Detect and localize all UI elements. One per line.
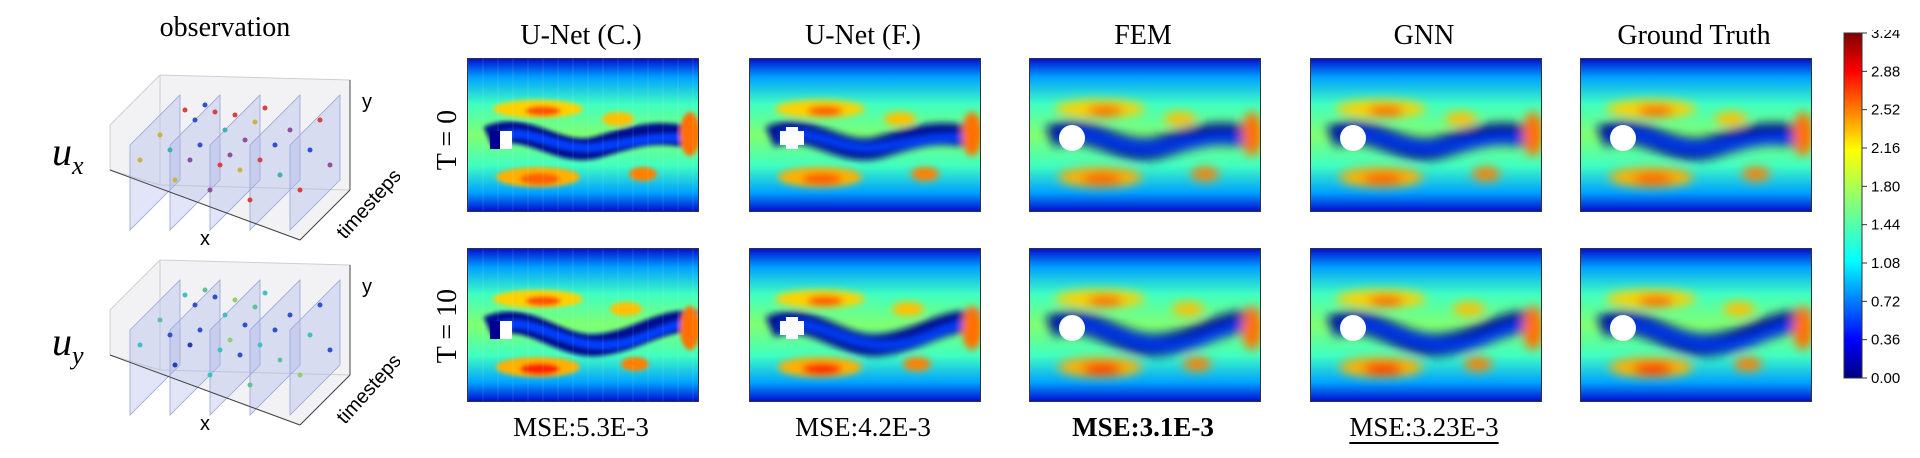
method-title-ground-truth: Ground Truth [1617, 20, 1771, 51]
axis-x-label: x [200, 413, 210, 435]
flow-field-panel [1310, 58, 1542, 212]
colorbar: 3.24 2.88 2.52 2.16 1.80 1.44 1.08 0.72 0.36 0.00 [1843, 30, 1900, 387]
colorbar-ticks: 3.24 2.88 2.52 2.16 1.80 1.44 1.08 0.72 0.36 0.00 [1862, 30, 1900, 387]
ux-label: u_xux [52, 129, 84, 180]
method-title-gnn: GNN [1393, 20, 1455, 51]
mse-unet-c: MSE:5.3E-3 [513, 412, 649, 442]
axis-y-label: y [362, 91, 372, 113]
mse-unet-f: MSE:4.2E-3 [795, 412, 931, 442]
observation-points [137, 287, 333, 388]
flow-field-panel [749, 58, 981, 212]
mse-gnn: MSE:3.23E-3 [1349, 412, 1499, 442]
colorbar-tick-label: 3.24 [1871, 30, 1900, 42]
flow-field-panel [1029, 58, 1261, 212]
row-label-t10: T = 10 [432, 288, 463, 364]
flow-field-panel [1029, 248, 1261, 402]
axis-y-label: y [362, 276, 372, 298]
colorbar-tick-label: 2.16 [1871, 140, 1900, 157]
colorbar-tick-label: 1.44 [1871, 217, 1900, 234]
observation-plot-ux: y x timesteps [109, 74, 400, 250]
axes [109, 80, 351, 241]
flow-field-panel [1580, 248, 1812, 402]
flow-field-panel [467, 58, 699, 212]
observation-title: observation [159, 12, 291, 43]
row-label-t0: T = 0 [432, 109, 463, 171]
flow-field-panel [1310, 248, 1542, 402]
observation-plot-uy: y x timesteps [109, 259, 400, 435]
method-title-unet-c: U-Net (C.) [520, 20, 642, 51]
colorbar-tick-label: 1.08 [1871, 255, 1900, 272]
mse-fem: MSE:3.1E-3 [1072, 412, 1214, 442]
colorbar-tick-label: 1.80 [1871, 178, 1900, 195]
colorbar-tick-label: 0.00 [1871, 370, 1900, 387]
method-title-unet-f: U-Net (F.) [805, 20, 921, 51]
time-slices [129, 94, 341, 231]
colorbar-tick-label: 0.36 [1871, 332, 1900, 349]
observation-points [137, 102, 333, 203]
flow-field-panel [467, 248, 699, 402]
axis-x-label: x [200, 228, 210, 250]
method-title-fem: FEM [1114, 20, 1172, 51]
colorbar-tick-label: 2.88 [1871, 63, 1900, 80]
uy-label: u_yuy [52, 319, 84, 370]
axes [109, 265, 351, 426]
flow-field-panel [749, 248, 981, 402]
flow-field-panel [1580, 58, 1812, 212]
colorbar-tick-label: 0.72 [1871, 293, 1900, 310]
colorbar-gradient [1843, 32, 1863, 379]
time-slices [129, 279, 341, 416]
colorbar-tick-label: 2.52 [1871, 102, 1900, 119]
